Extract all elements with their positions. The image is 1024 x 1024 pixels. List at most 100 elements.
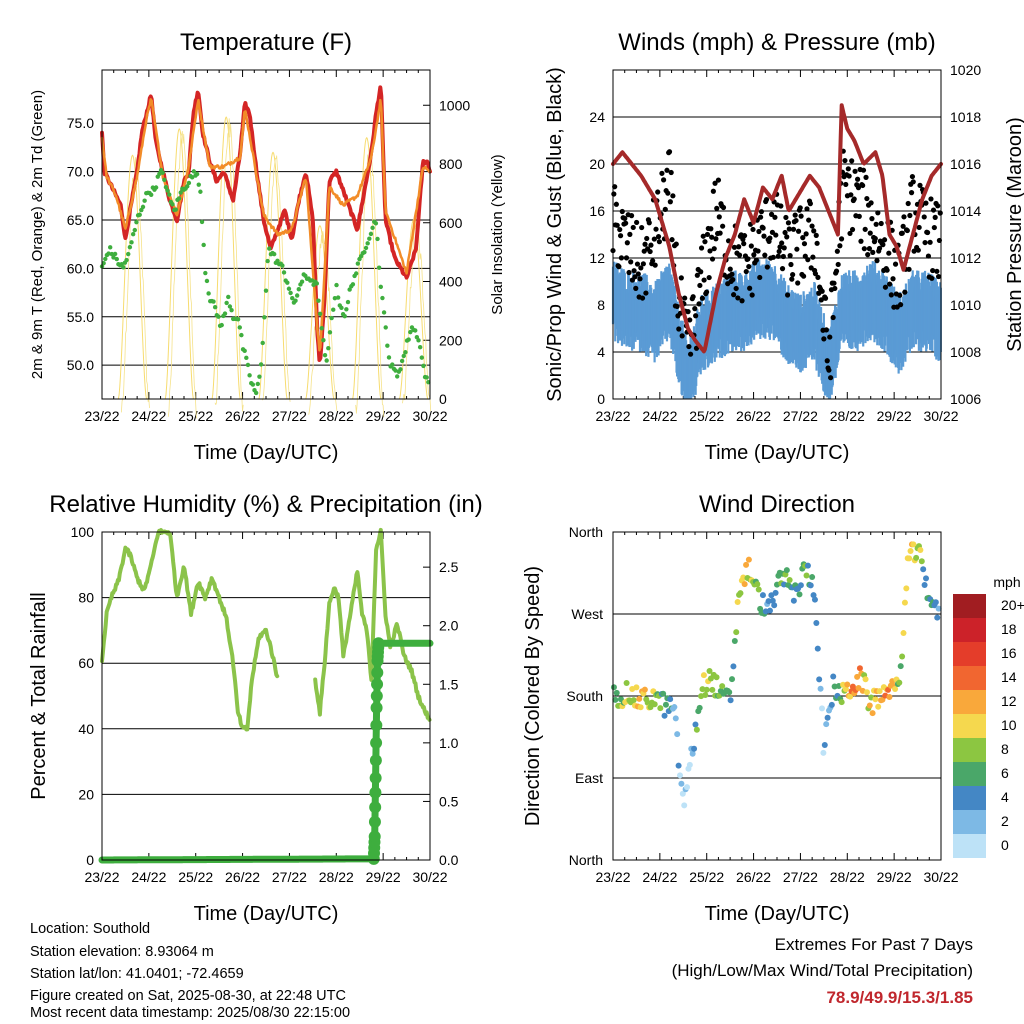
gust-point	[747, 285, 753, 291]
direction-point	[917, 546, 924, 553]
y-axis-label: Direction (Colored By Speed)	[522, 566, 544, 826]
info-timestamp: Most recent data timestamp: 2025/08/30 2…	[30, 1005, 351, 1021]
precip-point	[370, 701, 383, 714]
direction-point	[796, 591, 803, 598]
gust-point	[865, 252, 871, 258]
gust-point	[831, 280, 837, 286]
direction-point	[838, 699, 845, 706]
gust-point	[749, 292, 755, 298]
direction-point	[766, 607, 773, 614]
gust-point	[856, 213, 862, 219]
gust-point	[775, 253, 781, 259]
direction-point	[610, 684, 617, 691]
direction-point	[807, 582, 814, 589]
gust-point	[746, 263, 752, 270]
gust-point	[851, 196, 857, 202]
dewpoint-point	[263, 288, 269, 293]
gust-point	[735, 295, 741, 301]
y-tick-label: West	[571, 606, 603, 622]
legend-label: 4	[1001, 789, 1009, 805]
gust-point	[729, 271, 735, 277]
direction-point	[696, 704, 703, 711]
legend-label: 12	[1001, 693, 1017, 709]
gust-point	[882, 284, 889, 290]
dewpoint-point	[403, 350, 408, 355]
direction-point	[689, 750, 696, 757]
gust-point	[873, 221, 879, 227]
gust-point	[888, 292, 894, 298]
gust-point	[616, 264, 622, 270]
direction-point	[855, 684, 862, 691]
direction-point	[932, 599, 939, 606]
y2-tick-label: 1014	[950, 203, 981, 219]
gust-point	[935, 203, 941, 209]
dewpoint-point	[204, 278, 210, 284]
dewpoint-point	[212, 305, 218, 310]
gust-point	[837, 243, 843, 249]
gust-point	[741, 241, 747, 247]
dewpoint-point	[216, 314, 221, 319]
direction-point	[734, 599, 741, 606]
direction-point	[684, 784, 691, 791]
dewpoint-point	[244, 355, 249, 361]
dewpoint-point	[229, 307, 234, 313]
direction-point	[678, 780, 685, 787]
gust-point	[713, 236, 719, 242]
gust-point	[628, 259, 634, 265]
gust-point	[810, 254, 816, 260]
x-tick-label: 27/22	[272, 408, 307, 424]
gust-point	[644, 235, 650, 242]
direction-point	[900, 630, 907, 637]
dewpoint-point	[224, 300, 229, 306]
x-axis-label: Time (Day/UTC)	[705, 903, 850, 925]
dewpoint-point	[247, 373, 252, 378]
legend-label: 8	[1001, 741, 1009, 757]
direction-point	[866, 702, 873, 709]
solar-insolation-curve	[308, 231, 338, 415]
gust-point	[872, 235, 878, 242]
dewpoint-point	[421, 363, 426, 369]
gust-point	[701, 277, 707, 283]
gust-point	[619, 208, 625, 215]
info-created: Figure created on Sat, 2025-08-30, at 22…	[30, 988, 346, 1004]
dewpoint-point	[206, 291, 211, 296]
gust-point	[867, 230, 873, 236]
dewpoint-point	[167, 192, 172, 197]
gust-point	[823, 327, 829, 333]
gust-point	[843, 181, 849, 188]
direction-point	[713, 674, 720, 681]
dewpoint-point	[253, 390, 259, 396]
direction-point	[899, 653, 906, 660]
dewpoint-point	[142, 198, 147, 203]
gust-point	[784, 234, 790, 240]
dewpoint-point	[222, 311, 228, 316]
direction-point	[910, 541, 917, 548]
direction-point	[641, 686, 648, 693]
x-tick-label: 23/22	[595, 408, 630, 424]
gust-point	[789, 276, 795, 282]
y-tick-label: 55.0	[67, 309, 94, 325]
dewpoint-point	[245, 362, 251, 368]
solar-insolation-curve	[164, 128, 194, 400]
direction-point	[743, 561, 750, 568]
gust-point	[655, 189, 661, 195]
gust-point	[925, 253, 932, 259]
gust-point	[794, 246, 800, 252]
legend-swatch	[953, 738, 986, 762]
gust-point	[712, 180, 718, 186]
gust-point	[631, 268, 637, 274]
gust-point	[878, 220, 884, 227]
dewpoint-point	[163, 184, 169, 190]
gust-point	[830, 314, 836, 321]
x-tick-label: 23/22	[84, 869, 119, 885]
direction-point	[810, 592, 817, 599]
direction-point	[901, 599, 908, 606]
gust-point	[803, 231, 809, 237]
chart-title: Winds (mph) & Pressure (mb)	[618, 29, 935, 56]
gust-point	[709, 256, 716, 262]
direction-point	[693, 726, 700, 733]
direction-point	[703, 686, 710, 693]
gust-point	[911, 248, 917, 254]
precip-point	[371, 678, 384, 691]
